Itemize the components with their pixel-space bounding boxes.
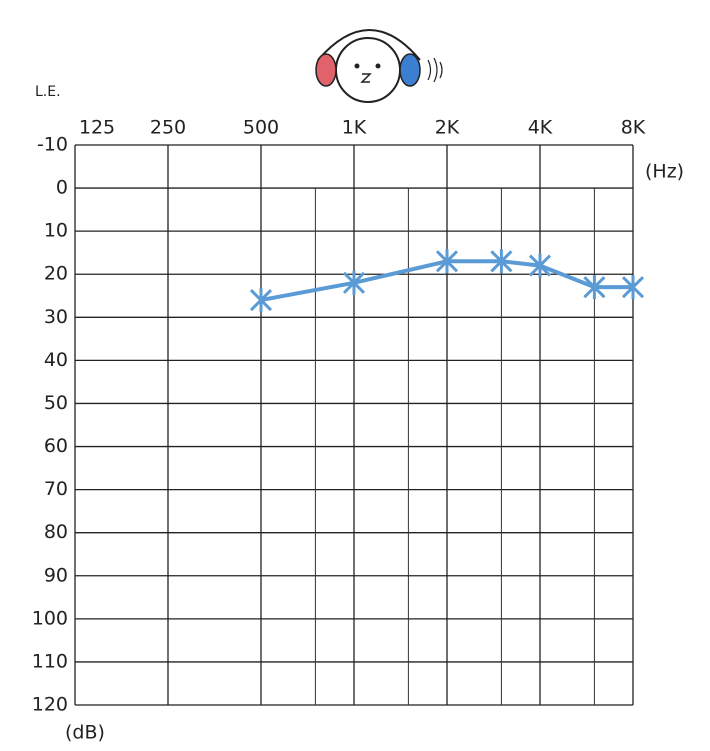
y-tick-label: 0 xyxy=(56,177,68,199)
y-tick-label: 50 xyxy=(44,392,68,414)
y-tick-label: 60 xyxy=(44,435,68,457)
y-tick-label: 90 xyxy=(44,564,68,586)
point-marker xyxy=(583,275,606,300)
x-tick-label: 4K xyxy=(528,117,553,139)
y-tick-label: 80 xyxy=(44,521,68,543)
x-axis-label: (Hz) xyxy=(645,161,684,183)
x-tick-label: 125 xyxy=(79,117,115,139)
y-tick-label: 120 xyxy=(32,694,68,716)
point-marker xyxy=(621,275,645,300)
point-marker xyxy=(342,270,366,295)
y-tick-label: 100 xyxy=(32,607,68,629)
y-tick-label: -10 xyxy=(37,134,68,156)
y-tick-label: 70 xyxy=(44,478,68,500)
x-tick-label: 250 xyxy=(150,117,186,139)
y-tick-label: 40 xyxy=(44,349,68,371)
x-tick-label: 1K xyxy=(342,117,367,139)
point-marker xyxy=(528,253,552,278)
x-tick-label: 2K xyxy=(435,117,460,139)
y-tick-label: 30 xyxy=(44,306,68,328)
point-marker xyxy=(249,288,273,313)
point-marker xyxy=(490,249,513,274)
y-tick-label: 10 xyxy=(44,220,68,242)
y-axis-label: (dB) xyxy=(65,722,105,744)
headphone-icon xyxy=(315,29,443,103)
chart-title: L.E. xyxy=(35,84,61,100)
point-marker xyxy=(435,249,459,274)
x-tick-label: 500 xyxy=(243,117,279,139)
y-tick-label: 20 xyxy=(44,263,68,285)
x-tick-label: 8K xyxy=(621,117,646,139)
y-tick-label: 110 xyxy=(32,650,68,672)
